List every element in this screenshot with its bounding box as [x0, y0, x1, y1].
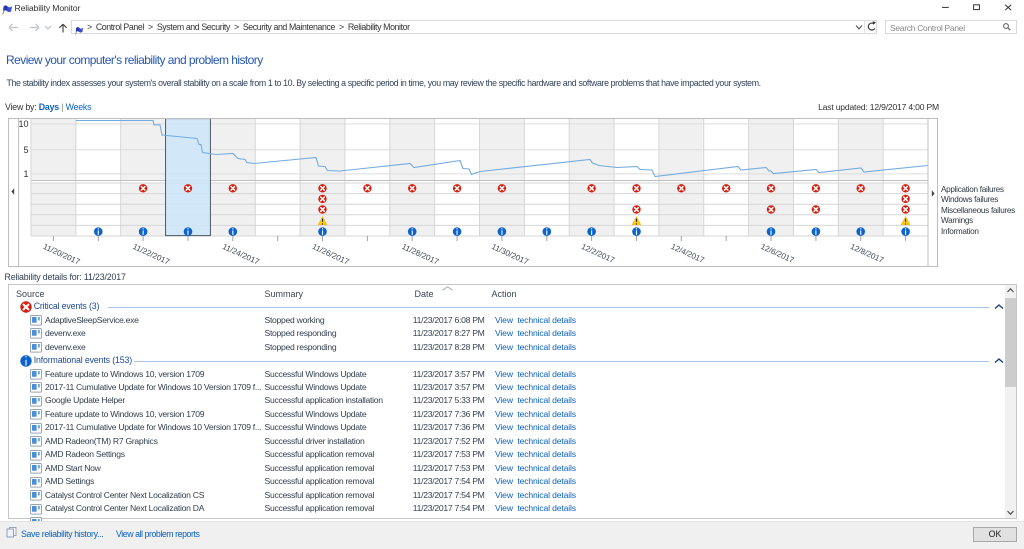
svg-text:10: 10	[18, 119, 28, 129]
svg-text:11/22/2017: 11/22/2017	[131, 242, 171, 267]
svg-text:12/8/2017: 12/8/2017	[849, 242, 886, 265]
svg-text:11/24/2017: 11/24/2017	[221, 242, 261, 267]
svg-text:11/28/2017: 11/28/2017	[400, 242, 440, 267]
svg-text:5: 5	[23, 145, 28, 155]
svg-text:11/20/2017: 11/20/2017	[42, 242, 82, 267]
svg-text:11/30/2017: 11/30/2017	[490, 242, 530, 267]
svg-text:12/4/2017: 12/4/2017	[670, 242, 707, 265]
svg-text:11/26/2017: 11/26/2017	[311, 242, 351, 267]
svg-text:1: 1	[23, 169, 28, 179]
svg-text:12/6/2017: 12/6/2017	[759, 242, 796, 265]
svg-text:12/2/2017: 12/2/2017	[580, 242, 617, 265]
